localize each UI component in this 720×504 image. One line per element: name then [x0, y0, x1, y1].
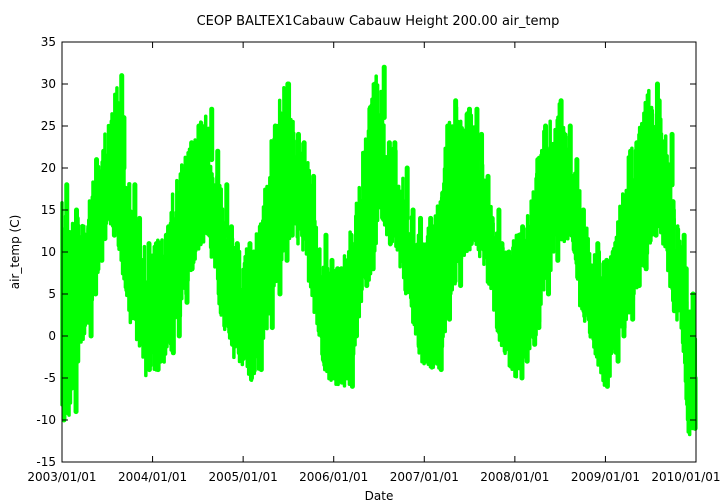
x-tick-label: 2009/01/01 — [571, 470, 640, 484]
x-tick-label: 2005/01/01 — [209, 470, 278, 484]
y-tick-label: 30 — [41, 77, 56, 91]
x-tick-label: 2007/01/01 — [390, 470, 459, 484]
x-tick-label: 2003/01/01 — [27, 470, 96, 484]
y-tick-label: 0 — [48, 329, 56, 343]
x-tick-label: 2004/01/01 — [118, 470, 187, 484]
y-tick-label: -5 — [44, 371, 56, 385]
x-tick-label: 2006/01/01 — [299, 470, 368, 484]
y-tick-label: 5 — [48, 287, 56, 301]
data-points — [60, 64, 698, 437]
x-axis-label: Date — [365, 489, 394, 503]
y-tick-label: -15 — [36, 455, 56, 469]
y-tick-label: 35 — [41, 35, 56, 49]
y-axis-label: air_temp (C) — [8, 215, 22, 290]
y-tick-label: 25 — [41, 119, 56, 133]
y-axis: -15 -10 -5 0 5 10 15 20 25 30 35 — [36, 35, 696, 469]
y-tick-label: -10 — [36, 413, 56, 427]
x-tick-label: 2008/01/01 — [480, 470, 549, 484]
x-tick-label: 2010/01/01 — [651, 470, 720, 484]
chart-title: CEOP BALTEX1Cabauw Cabauw Height 200.00 … — [197, 14, 560, 29]
y-tick-label: 20 — [41, 161, 56, 175]
y-tick-label: 10 — [41, 245, 56, 259]
x-axis: 2003/01/01 2004/01/01 2005/01/01 2006/01/01… — [27, 42, 720, 484]
y-tick-label: 15 — [41, 203, 56, 217]
